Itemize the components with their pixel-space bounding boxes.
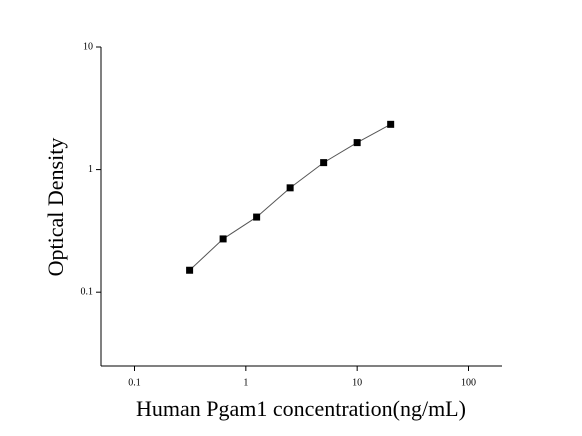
x-tick-label: 1 [243, 377, 248, 388]
y-tick-label: 10 [83, 41, 93, 52]
x-tick-label: 10 [352, 377, 362, 388]
data-point [186, 266, 194, 274]
y-axis-title: Optical Density [43, 138, 68, 277]
data-point [387, 120, 395, 128]
x-tick-label: 100 [461, 377, 476, 388]
fit-line [189, 123, 391, 271]
data-point [253, 213, 261, 221]
data-point [286, 184, 294, 192]
data-point [219, 235, 227, 243]
x-tick-label: 0.1 [128, 377, 141, 388]
y-tick-label: 0.1 [81, 286, 94, 297]
x-axis-title: Human Pgam1 concentration(ng/mL) [136, 396, 466, 421]
y-tick-label: 1 [88, 164, 93, 175]
data-point [320, 159, 328, 167]
data-point [353, 139, 361, 147]
